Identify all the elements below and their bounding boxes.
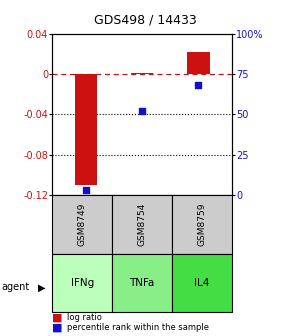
- Text: GSM8754: GSM8754: [137, 203, 147, 246]
- Bar: [112, 195, 172, 254]
- Text: percentile rank within the sample: percentile rank within the sample: [67, 323, 209, 332]
- Text: IL4: IL4: [194, 278, 210, 288]
- Text: GDS498 / 14433: GDS498 / 14433: [94, 14, 196, 27]
- Text: IFNg: IFNg: [70, 278, 94, 288]
- Point: [84, 187, 88, 193]
- Bar: [52, 254, 112, 312]
- Text: GSM8749: GSM8749: [78, 203, 87, 246]
- Text: ▶: ▶: [38, 282, 45, 292]
- Bar: [112, 254, 172, 312]
- Text: GSM8759: GSM8759: [197, 203, 206, 246]
- Bar: [52, 195, 112, 254]
- Text: ■: ■: [52, 312, 63, 323]
- Bar: [187, 52, 210, 74]
- Text: TNFa: TNFa: [129, 278, 155, 288]
- Bar: [75, 74, 97, 185]
- Bar: [131, 73, 153, 74]
- Text: log ratio: log ratio: [67, 313, 102, 322]
- Text: agent: agent: [1, 282, 30, 292]
- Point: [196, 83, 201, 88]
- Text: ■: ■: [52, 323, 63, 333]
- Bar: [172, 195, 232, 254]
- Bar: [172, 254, 232, 312]
- Point: [140, 108, 144, 114]
